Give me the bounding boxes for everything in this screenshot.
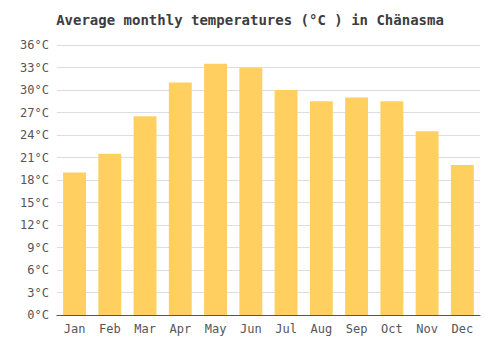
svg-text:Jan: Jan	[64, 322, 86, 336]
svg-text:Oct: Oct	[381, 322, 403, 336]
svg-text:Feb: Feb	[99, 322, 121, 336]
svg-text:Jul: Jul	[275, 322, 297, 336]
svg-text:Aug: Aug	[310, 322, 332, 336]
svg-text:27°C: 27°C	[20, 106, 49, 120]
svg-text:Jun: Jun	[240, 322, 262, 336]
svg-text:Apr: Apr	[169, 322, 191, 336]
svg-text:3°C: 3°C	[27, 286, 49, 300]
svg-text:Mar: Mar	[134, 322, 156, 336]
svg-text:9°C: 9°C	[27, 241, 49, 255]
svg-text:6°C: 6°C	[27, 263, 49, 277]
svg-text:33°C: 33°C	[20, 61, 49, 75]
svg-text:Dec: Dec	[452, 322, 474, 336]
svg-text:May: May	[205, 322, 227, 336]
svg-text:Nov: Nov	[416, 322, 438, 336]
svg-text:18°C: 18°C	[20, 173, 49, 187]
svg-text:12°C: 12°C	[20, 218, 49, 232]
svg-text:15°C: 15°C	[20, 196, 49, 210]
svg-text:21°C: 21°C	[20, 151, 49, 165]
svg-text:Average monthly temperatures (: Average monthly temperatures (°C ) in Ch…	[56, 12, 444, 28]
svg-text:24°C: 24°C	[20, 128, 49, 142]
svg-text:0°C: 0°C	[27, 308, 49, 322]
svg-text:36°C: 36°C	[20, 38, 49, 52]
svg-text:Sep: Sep	[346, 322, 368, 336]
svg-text:30°C: 30°C	[20, 83, 49, 97]
